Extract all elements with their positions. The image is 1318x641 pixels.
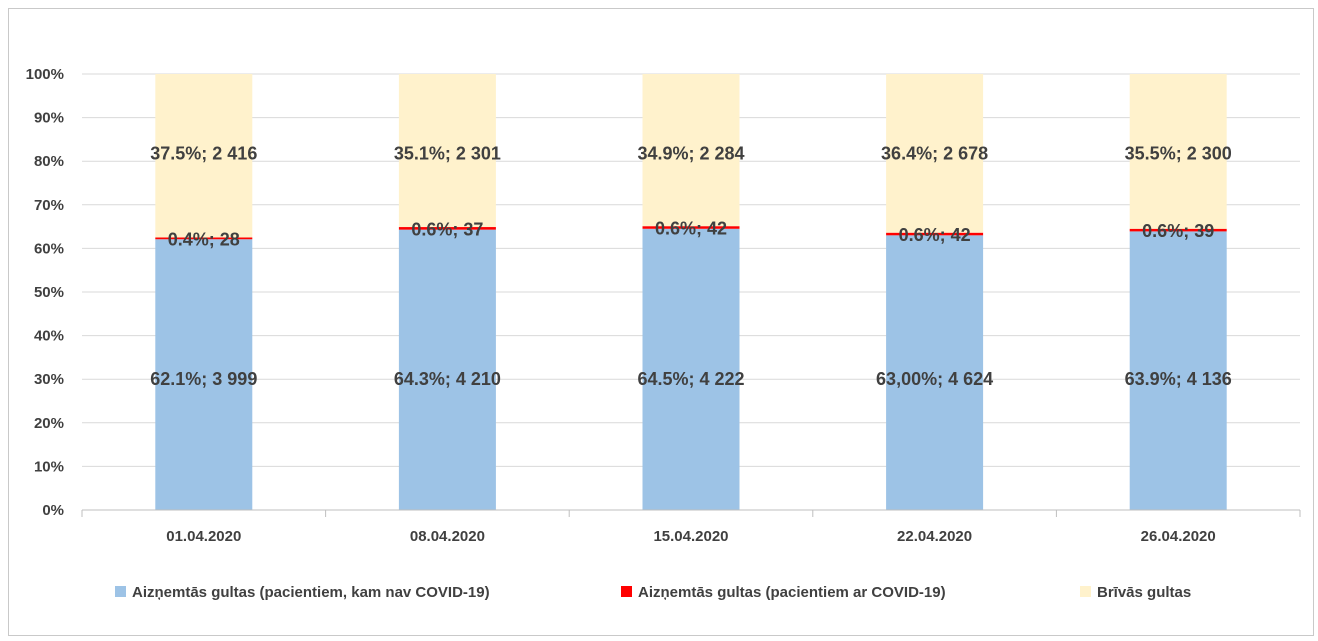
x-tick-label: 22.04.2020	[897, 528, 972, 545]
y-tick-label: 40%	[34, 328, 64, 345]
x-tick-label: 26.04.2020	[1141, 528, 1216, 545]
y-tick-label: 90%	[34, 110, 64, 127]
data-label: 0.4%; 28	[168, 229, 240, 249]
data-label: 36.4%; 2 678	[881, 143, 988, 163]
y-tick-label: 80%	[34, 153, 64, 170]
legend-label: Aizņemtās gultas (pacientiem ar COVID-19…	[638, 584, 946, 601]
data-label: 64.5%; 4 222	[637, 369, 744, 389]
data-label: 35.5%; 2 300	[1125, 143, 1232, 163]
data-label: 62.1%; 3 999	[150, 369, 257, 389]
y-tick-label: 50%	[34, 284, 64, 301]
x-tick-label: 01.04.2020	[166, 528, 241, 545]
data-label: 63.9%; 4 136	[1125, 369, 1232, 389]
data-label: 37.5%; 2 416	[150, 143, 257, 163]
y-tick-label: 70%	[34, 197, 64, 214]
y-tick-label: 20%	[34, 415, 64, 432]
legend: Aizņemtās gultas (pacientiem, kam nav CO…	[115, 584, 1191, 601]
data-label: 35.1%; 2 301	[394, 143, 501, 163]
data-label: 0.6%; 42	[655, 218, 727, 238]
data-label: 0.6%; 39	[1142, 221, 1214, 241]
legend-swatch	[1080, 586, 1091, 597]
y-tick-label: 60%	[34, 240, 64, 257]
data-label: 0.6%; 37	[411, 219, 483, 239]
x-tick-label: 08.04.2020	[410, 528, 485, 545]
legend-label: Aizņemtās gultas (pacientiem, kam nav CO…	[132, 584, 490, 601]
data-label: 34.9%; 2 284	[637, 143, 744, 163]
legend-swatch	[621, 586, 632, 597]
y-tick-label: 10%	[34, 458, 64, 475]
data-label: 0.6%; 42	[899, 225, 971, 245]
data-label: 63,00%; 4 624	[876, 369, 993, 389]
y-tick-label: 30%	[34, 371, 64, 388]
legend-swatch	[115, 586, 126, 597]
data-label: 64.3%; 4 210	[394, 369, 501, 389]
y-tick-label: 0%	[42, 502, 64, 519]
y-tick-label: 100%	[26, 66, 64, 83]
x-tick-label: 15.04.2020	[653, 528, 728, 545]
legend-label: Brīvās gultas	[1097, 584, 1191, 601]
